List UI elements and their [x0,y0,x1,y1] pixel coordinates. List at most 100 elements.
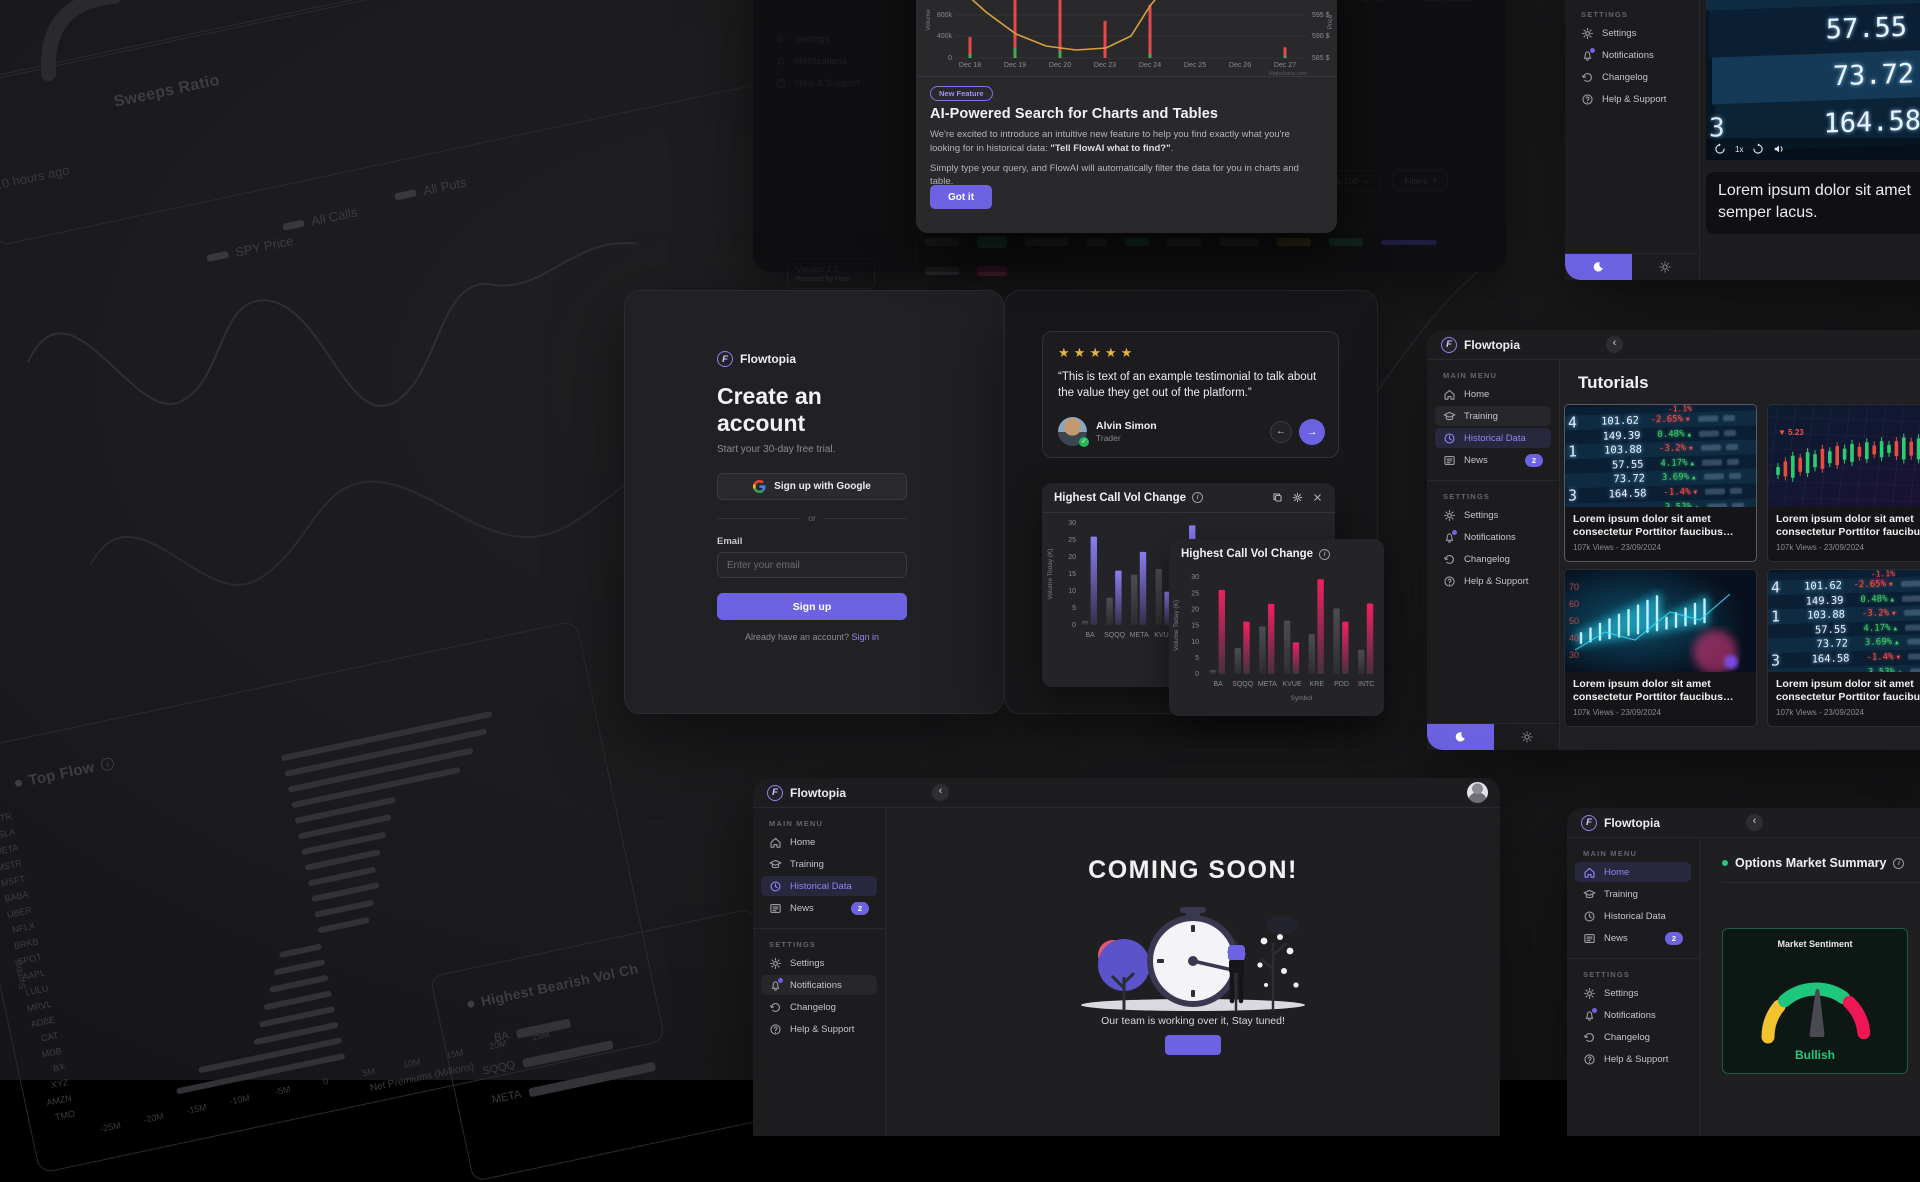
chart-title: Highest Call Vol Change [1181,548,1314,560]
trend-arrow-icon: ▼ [1686,415,1690,424]
rewind-10-icon[interactable] [1714,143,1726,155]
google-signup-button[interactable]: Sign up with Google [717,473,907,500]
speaker-icon[interactable] [1773,143,1785,155]
info-icon[interactable]: i [1319,548,1331,560]
email-field[interactable] [717,552,907,578]
led-noise [1908,653,1920,661]
sidebar-item-label: Changelog [1464,553,1510,565]
sidebar-item-notifications[interactable]: Notifications [1435,527,1551,547]
sidebar-item-home[interactable]: Home [1435,384,1551,404]
playback-speed-button[interactable]: 1x [1735,144,1744,154]
light-mode-button[interactable] [1632,254,1699,280]
svg-text:BA: BA [1085,632,1095,639]
tutorial-thumbnail: 70 60 50 40 30 [1565,570,1756,672]
info-icon[interactable]: i [1192,492,1204,503]
sidebar-collapse-button[interactable]: ‹ [1746,814,1763,831]
forward-20-icon[interactable] [1752,143,1764,155]
coming-soon-title: COMING SOON! [1088,856,1298,884]
sidebar-item-home[interactable]: Home [761,832,877,852]
info-icon[interactable]: i [1893,857,1905,869]
svg-text:15: 15 [1191,623,1199,630]
sidebar-item-settings[interactable]: Settings [1573,23,1691,43]
next-testimonial-button[interactable]: → [1299,418,1325,445]
svg-text:KVUE: KVUE [1283,681,1302,688]
sidebar-item-historical[interactable]: Historical Data [761,876,877,896]
copy-icon[interactable] [1272,492,1283,503]
coming-soon-button[interactable] [1165,1035,1221,1055]
led-noise [1909,668,1920,672]
sidebar-item-settings[interactable]: Settings [761,953,877,973]
signup-button[interactable]: Sign up [717,593,907,620]
led-noise [1722,415,1735,422]
filters-button[interactable]: Filters ⩔ [1393,170,1449,191]
light-mode-button[interactable] [1494,724,1560,750]
axis-tick: -15M [185,1101,208,1116]
tutorial-meta: 107k Views - 23/09/2024 [1776,543,1864,553]
gear-icon[interactable] [1292,492,1303,503]
video-controls: 1x [1706,138,1920,160]
table-row [925,266,1007,276]
sidebar-item-settings[interactable]: Settings [1575,983,1691,1003]
sidebar-item-historical[interactable]: Historical Data [1435,428,1551,448]
sidebar-item-notifications[interactable]: Notifications [1573,45,1691,65]
close-icon[interactable] [1312,492,1323,503]
sidebar-item-changelog[interactable]: Changelog [1435,549,1551,569]
showcase-panel: ★★★★★ “This is text of an example testim… [1004,290,1378,714]
sidebar-item-help[interactable]: Help & Support [1435,571,1551,591]
sidebar-item-news[interactable]: News 2 [1575,928,1691,948]
dark-mode-button[interactable] [1565,254,1632,280]
svg-text:595 $: 595 $ [1312,12,1330,19]
sidebar-item-changelog[interactable]: Changelog [1575,1027,1691,1047]
svg-text:Dec 18: Dec 18 [959,62,981,69]
svg-text:INTC: INTC [1358,681,1374,688]
got-it-button[interactable]: Got it [930,185,992,209]
tutorial-card[interactable]: -1.1% 4 101.62 -2.65% ▼ 149.39 0.48% ▲ 1 103.88 -3… [1564,404,1757,562]
axis-tick: -25M [99,1120,122,1135]
sidebar-item-training[interactable]: Training [761,854,877,874]
sidebar-item-changelog[interactable]: Changelog [1573,67,1691,87]
sidebar-item-help[interactable]: Help & Support [761,1019,877,1039]
sidebar-item-notifications[interactable]: Notifications [761,975,877,995]
dark-mode-button[interactable] [1427,724,1494,750]
svg-text:5: 5 [1072,605,1076,612]
led-noise [1703,473,1724,481]
sidebar-item-training[interactable]: Training [1575,884,1691,904]
tutorial-card[interactable]: -1.1% 4 101.62 -2.65% ▼ 149.39 0.48% ▲ 1 103.88 -3… [1767,569,1920,727]
led-value: 101.62 [1804,579,1842,593]
tutorial-thumbnail: -1.1% 4 101.62 -2.65% ▼ 149.39 0.48% ▲ 1 103.88 -3… [1768,570,1920,672]
sidebar-item-changelog[interactable]: Changelog [761,997,877,1017]
signup-panel: F Flowtopia Create an account Start your… [624,290,1004,714]
section-header: Options Market Summary i [1722,856,1920,883]
led-value: 164.58 [1823,105,1920,140]
user-avatar[interactable] [1467,782,1488,803]
sidebar-item-news[interactable]: News 2 [761,898,877,918]
svg-text:Symbol: Symbol [1291,695,1313,702]
theme-toggle [1565,253,1698,280]
sidebar-collapse-button[interactable]: ‹ [1606,336,1623,353]
notifications-icon [1583,1007,1597,1022]
sidebar-collapse-button[interactable]: ‹ [932,784,949,801]
sidebar-item-notifications[interactable]: Notifications [1575,1005,1691,1025]
sidebar-item-news[interactable]: News 2 [1435,450,1551,470]
modal-body-1: We're excited to introduce an intuitive … [930,129,1290,154]
status-dot [1722,860,1728,866]
svg-text:KRE: KRE [1310,681,1325,688]
sidebar-item-historical[interactable]: Historical Data [1575,906,1691,926]
sidebar-item-help[interactable]: Help & Support [1573,89,1691,109]
sidebar-item-training[interactable]: Training [1435,406,1551,426]
sidebar-item-settings[interactable]: Settings [1435,505,1551,525]
axis-tick: 0 [322,1075,330,1087]
sidebar-item-help[interactable]: Help & Support [1575,1049,1691,1069]
dim-item-icon [775,33,787,45]
previous-testimonial-button[interactable]: ← [1270,420,1292,443]
svg-text:50: 50 [1569,616,1579,626]
email-label: Email [717,536,743,547]
signin-link[interactable]: Sign in [851,632,880,642]
tutorial-card[interactable]: ▼ 5.23 Lorem ipsum dolor sit amet consect… [1767,404,1920,562]
sidebar-item-home[interactable]: Home [1575,862,1691,882]
tutorial-card[interactable]: 70 60 50 40 30 Lorem ipsum dolor sit amet con… [1564,569,1757,727]
testimonial-quote: “This is text of an example testimonial … [1058,371,1317,400]
led-percent: -1.4% [1663,487,1691,499]
led-noise [1705,488,1726,496]
